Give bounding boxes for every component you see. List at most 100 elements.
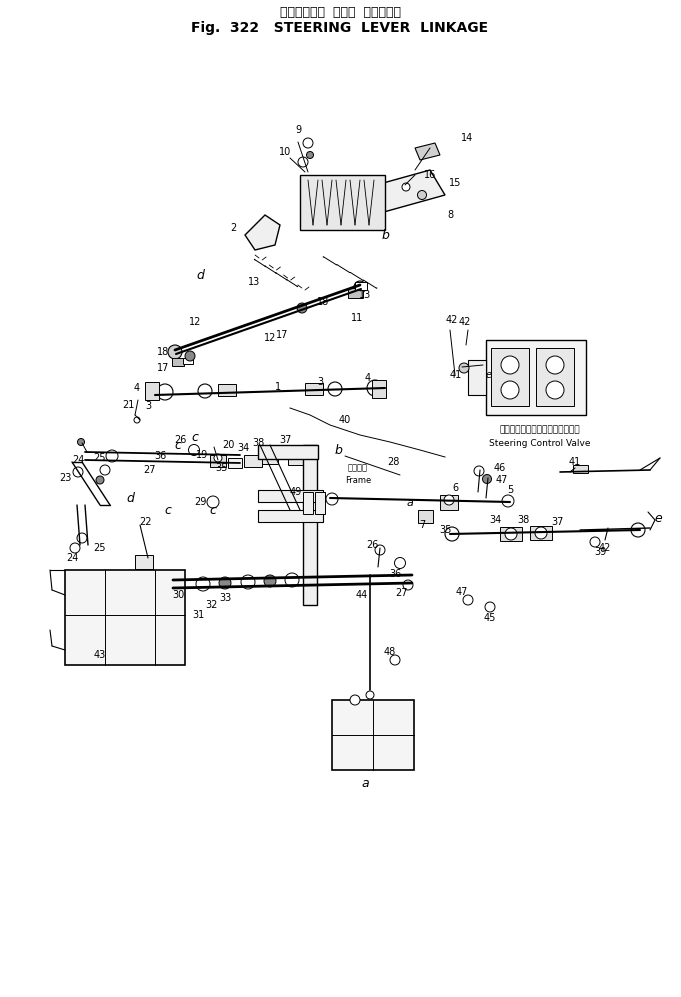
- Bar: [348, 288, 363, 298]
- Text: ステアリング  レバー  リンケージ: ステアリング レバー リンケージ: [279, 6, 400, 19]
- Bar: [303, 492, 313, 514]
- Text: 34: 34: [489, 515, 501, 525]
- Text: 29: 29: [194, 497, 206, 507]
- Text: 46: 46: [494, 463, 506, 473]
- Text: 48: 48: [384, 647, 396, 657]
- Text: 13: 13: [248, 277, 260, 287]
- Text: b: b: [334, 444, 342, 457]
- Text: Steering Control Valve: Steering Control Valve: [489, 439, 590, 448]
- Circle shape: [73, 467, 83, 477]
- Bar: [536, 348, 574, 406]
- Text: a: a: [361, 777, 369, 790]
- Circle shape: [214, 454, 222, 462]
- Circle shape: [546, 381, 564, 399]
- Bar: [372, 380, 386, 398]
- Text: 38: 38: [517, 515, 529, 525]
- Text: Frame: Frame: [345, 476, 371, 485]
- Circle shape: [70, 543, 80, 553]
- Circle shape: [445, 527, 459, 541]
- Text: 26: 26: [366, 540, 378, 550]
- Bar: [332, 700, 414, 770]
- Bar: [303, 445, 317, 605]
- Bar: [440, 495, 458, 510]
- Text: d: d: [126, 492, 134, 504]
- Bar: [500, 527, 522, 541]
- Text: フレーム: フレーム: [348, 464, 368, 473]
- Text: a: a: [407, 498, 413, 508]
- Text: 9: 9: [295, 125, 301, 135]
- Circle shape: [219, 577, 231, 589]
- Circle shape: [298, 157, 308, 167]
- Circle shape: [96, 476, 104, 484]
- Circle shape: [157, 384, 173, 400]
- Text: 43: 43: [94, 650, 106, 660]
- Circle shape: [185, 351, 195, 361]
- Bar: [355, 282, 367, 290]
- Bar: [218, 384, 236, 396]
- Circle shape: [501, 356, 519, 374]
- Text: e: e: [486, 370, 492, 380]
- Bar: [573, 465, 588, 473]
- Circle shape: [631, 523, 645, 537]
- Circle shape: [198, 384, 212, 398]
- Bar: [530, 526, 552, 540]
- Text: 33: 33: [219, 593, 231, 603]
- Text: 25: 25: [94, 543, 106, 553]
- Text: 17: 17: [157, 363, 169, 373]
- Text: 16: 16: [424, 170, 436, 180]
- Circle shape: [502, 495, 514, 507]
- Bar: [258, 510, 323, 522]
- Text: 3: 3: [145, 401, 151, 411]
- Text: 28: 28: [387, 457, 399, 467]
- Circle shape: [196, 577, 210, 591]
- Text: 37: 37: [279, 435, 291, 445]
- Circle shape: [306, 152, 313, 159]
- Text: 19: 19: [196, 450, 208, 460]
- Text: 18: 18: [317, 297, 329, 307]
- Text: 39: 39: [594, 547, 606, 557]
- Circle shape: [444, 495, 454, 505]
- Text: 23: 23: [59, 473, 72, 483]
- Circle shape: [459, 363, 469, 373]
- Circle shape: [474, 466, 484, 476]
- Bar: [210, 455, 226, 467]
- Circle shape: [390, 655, 400, 665]
- Text: 6: 6: [452, 483, 458, 493]
- Text: 35: 35: [439, 525, 452, 535]
- Circle shape: [77, 533, 87, 543]
- Text: 37: 37: [552, 517, 564, 527]
- Circle shape: [505, 528, 517, 540]
- Bar: [288, 447, 308, 465]
- Text: 18: 18: [157, 347, 169, 357]
- Text: 49: 49: [290, 487, 302, 497]
- Circle shape: [303, 138, 313, 148]
- Text: 2: 2: [230, 223, 236, 233]
- Circle shape: [134, 417, 140, 423]
- Text: c: c: [165, 503, 172, 516]
- Bar: [305, 383, 323, 395]
- Text: d: d: [196, 268, 204, 281]
- Circle shape: [535, 527, 547, 539]
- Text: 27: 27: [396, 588, 408, 598]
- Circle shape: [241, 575, 255, 589]
- Text: 36: 36: [389, 569, 401, 579]
- Text: 15: 15: [449, 178, 461, 188]
- Circle shape: [297, 303, 307, 313]
- Circle shape: [366, 691, 374, 699]
- Bar: [468, 360, 486, 395]
- Bar: [262, 450, 278, 464]
- Text: 11: 11: [351, 313, 363, 323]
- Circle shape: [375, 545, 385, 555]
- Text: 12: 12: [189, 317, 201, 327]
- Text: ステアリングコントロールバルブ: ステアリングコントロールバルブ: [500, 426, 580, 435]
- Bar: [145, 382, 159, 400]
- Bar: [65, 570, 185, 665]
- Bar: [300, 175, 385, 230]
- Circle shape: [402, 183, 410, 191]
- Text: 30: 30: [172, 590, 184, 600]
- Bar: [258, 445, 318, 459]
- Text: 5: 5: [507, 485, 513, 495]
- Text: b: b: [381, 228, 389, 241]
- Circle shape: [285, 573, 299, 587]
- Text: 21: 21: [122, 400, 134, 410]
